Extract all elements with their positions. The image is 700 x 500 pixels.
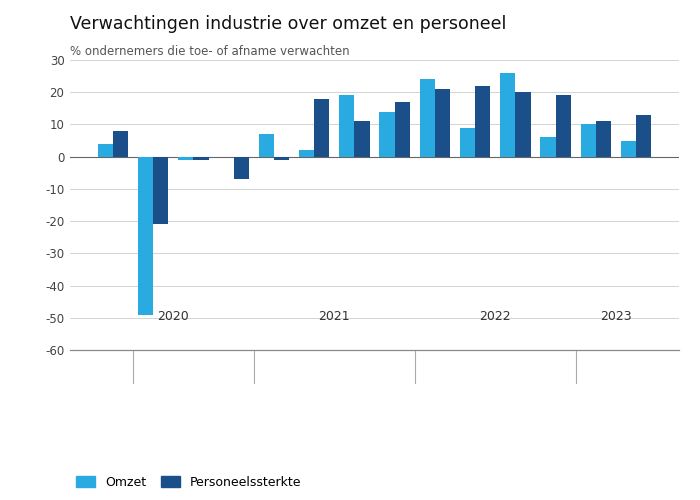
Bar bbox=[475, 86, 491, 156]
Bar bbox=[556, 96, 570, 156]
Bar bbox=[460, 128, 475, 156]
Bar bbox=[234, 156, 249, 179]
Bar bbox=[580, 124, 596, 156]
Bar bbox=[354, 121, 370, 156]
Bar bbox=[339, 96, 354, 156]
Bar bbox=[395, 102, 410, 156]
Bar bbox=[193, 156, 209, 160]
Bar bbox=[153, 156, 169, 224]
Bar bbox=[379, 112, 395, 156]
Text: 2023: 2023 bbox=[600, 310, 631, 323]
Bar bbox=[113, 131, 128, 156]
Text: Verwachtingen industrie over omzet en personeel: Verwachtingen industrie over omzet en pe… bbox=[70, 15, 506, 33]
Bar bbox=[299, 150, 314, 156]
Bar bbox=[274, 156, 289, 160]
Bar bbox=[621, 140, 636, 156]
Text: 2020: 2020 bbox=[158, 310, 189, 323]
Bar bbox=[419, 80, 435, 156]
Bar bbox=[500, 73, 515, 156]
Bar bbox=[314, 98, 330, 156]
Bar bbox=[515, 92, 531, 156]
Bar bbox=[98, 144, 113, 156]
Text: 2022: 2022 bbox=[480, 310, 511, 323]
Bar bbox=[178, 156, 193, 160]
Text: % ondernemers die toe- of afname verwachten: % ondernemers die toe- of afname verwach… bbox=[70, 45, 349, 58]
Bar bbox=[435, 89, 450, 156]
Bar bbox=[138, 156, 153, 314]
Bar bbox=[258, 134, 274, 156]
Bar bbox=[540, 138, 556, 156]
Text: 2021: 2021 bbox=[318, 310, 350, 323]
Bar bbox=[596, 121, 611, 156]
Bar bbox=[636, 115, 651, 156]
Legend: Omzet, Personeelssterkte: Omzet, Personeelssterkte bbox=[76, 476, 302, 489]
